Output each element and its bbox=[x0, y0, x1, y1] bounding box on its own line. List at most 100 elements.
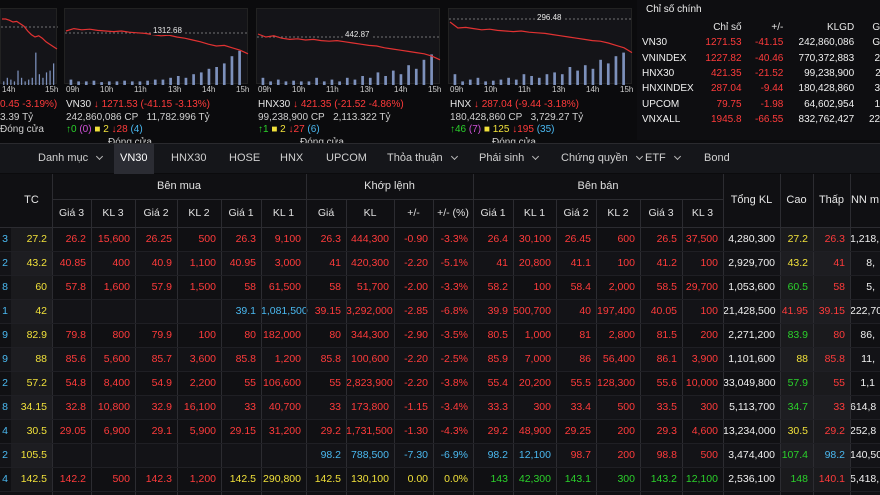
cell-k2 bbox=[177, 443, 221, 467]
table-row[interactable]: 9 82.9 79.8 800 79.9 100 80 182,000 80 344,300 -2.… bbox=[0, 323, 880, 347]
index-name: UPCOM bbox=[642, 98, 680, 110]
main-index-row[interactable]: VNXALL 1945.8 -66.55 832,762,427 22,46 bbox=[637, 112, 880, 127]
index-card-hnx[interactable]: 296.48 09h 10h 11h 13h 14h 15h HNX ↓ 287.04 (… bbox=[448, 2, 633, 148]
index-card[interactable]: 14h 15h 0.45 -3.19%) 3.39 Tỷ Đóng cửa bbox=[0, 2, 58, 138]
cell-tot: 33,049,800 bbox=[723, 377, 776, 389]
tab-label: HNX bbox=[280, 152, 304, 164]
cell-hi: 34.7 bbox=[780, 395, 813, 419]
index-value-traded: 22,46 bbox=[868, 113, 880, 125]
column-header[interactable]: Giá 1 bbox=[228, 207, 254, 219]
cell-k1: 9,100 bbox=[274, 233, 301, 245]
cell-k3: 6,900 bbox=[103, 425, 130, 437]
tab-vn30[interactable]: VN30 bbox=[114, 144, 154, 174]
tab-chung-quyen[interactable]: Chứng quyền bbox=[561, 144, 643, 174]
index-chart-svg bbox=[257, 33, 441, 85]
tab-etf[interactable]: ETF bbox=[645, 144, 681, 174]
column-header[interactable]: KL bbox=[363, 207, 377, 219]
time-tick-label: 14h bbox=[394, 85, 408, 94]
volume-bar bbox=[391, 70, 395, 85]
down-arrow-icon: ↓ bbox=[288, 124, 294, 135]
index-volume: 242,860,086 CP bbox=[66, 111, 139, 123]
index-card-vn30[interactable]: 1312.68 09h 10h 11h 13h 14h 15h VN30 ↓ 1271.5… bbox=[64, 2, 249, 148]
cell-tot: 21,428,500 bbox=[723, 305, 776, 317]
grid-line bbox=[0, 227, 880, 228]
main-indices-tab[interactable]: Chỉ số chính bbox=[646, 4, 702, 15]
main-index-row[interactable]: HNX30 421.35 -21.52 99,238,900 2,11 bbox=[637, 66, 880, 81]
index-chart[interactable]: 296.48 bbox=[448, 8, 633, 85]
cell-lo: 80 bbox=[813, 323, 850, 347]
column-header[interactable]: Thấp bbox=[818, 194, 845, 206]
table-row[interactable]: 8 60 57.8 1,600 57.9 1,500 58 61,500 58 51,700 -2.… bbox=[0, 275, 880, 299]
cell-b2: 29.1 bbox=[151, 425, 172, 437]
index-chart[interactable] bbox=[0, 8, 58, 85]
cell-b3: 54.8 bbox=[65, 377, 86, 389]
column-header[interactable]: KL 1 bbox=[523, 207, 546, 219]
grid-line bbox=[306, 174, 307, 495]
tab-hnx30[interactable]: HNX30 bbox=[171, 144, 206, 174]
cell-sk1: 30,100 bbox=[518, 233, 551, 245]
column-header[interactable]: Giá 1 bbox=[480, 207, 506, 219]
unchanged-icon: ■ bbox=[271, 124, 278, 135]
table-row[interactable]: 3 27.2 26.2 15,600 26.25 500 26.3 9,100 26.3 444,… bbox=[0, 227, 880, 251]
table-row[interactable]: 2 57.2 54.8 8,400 54.9 2,200 55 106,600 55 2,823,… bbox=[0, 371, 880, 395]
table-row[interactable]: 2 105.5 98.2 788,500 -7.30 -6.9% 98.2 12,100 98.… bbox=[0, 443, 880, 467]
column-header[interactable]: KL 2 bbox=[188, 207, 210, 219]
main-index-row[interactable]: UPCOM 79.75 -1.98 64,602,954 1,51 bbox=[637, 96, 880, 111]
cell-hi: 148 bbox=[780, 467, 813, 491]
table-row[interactable]: 2 43.2 40.85 400 40.9 1,100 40.95 3,000 41 420,30… bbox=[0, 251, 880, 275]
market-tabs: Danh mục VN30 HNX30 HOSE HNX UPCOM Thỏa … bbox=[0, 143, 880, 174]
cell-b1: 142.5 bbox=[229, 473, 256, 485]
index-change: 0.45 -3.19%) bbox=[0, 99, 58, 110]
column-header[interactable]: Giá bbox=[317, 207, 335, 219]
index-change: (-9.44 -3.18%) bbox=[515, 99, 579, 110]
main-index-row[interactable]: VNINDEX 1227.82 -40.46 770,372,883 20,6 bbox=[637, 51, 880, 66]
column-header[interactable]: KL 3 bbox=[691, 207, 714, 219]
table-row[interactable]: 4 142.5 142.2 500 142.3 1,200 142.5 290,800 142.… bbox=[0, 467, 880, 491]
index-chart[interactable]: 1312.68 bbox=[64, 8, 249, 85]
index-card-hnx30[interactable]: 442.87 09h 10h 11h 13h 14h 15h HNX30 ↓ 421.35… bbox=[256, 2, 441, 148]
tab-hnx[interactable]: HNX bbox=[280, 144, 303, 174]
tab-danh-muc[interactable]: Danh mục bbox=[38, 144, 104, 174]
column-header[interactable]: Tổng KL bbox=[730, 194, 773, 206]
column-header[interactable]: +/- (%) bbox=[437, 207, 469, 219]
cell-nn: 5,418, bbox=[850, 473, 880, 485]
price-line bbox=[257, 33, 441, 61]
column-header[interactable]: Cao bbox=[786, 194, 807, 206]
main-index-row[interactable]: HNXINDEX 287.04 -9.44 180,428,860 3,72 bbox=[637, 81, 880, 96]
main-index-row[interactable]: VN30 1271.53 -41.15 242,860,086 GTG bbox=[637, 35, 880, 50]
table-row[interactable]: 4 30.5 29.05 6,900 29.1 5,900 29.15 31,200 29.2 1… bbox=[0, 419, 880, 443]
column-header[interactable]: Giá 3 bbox=[58, 207, 85, 219]
column-header[interactable]: KL 3 bbox=[102, 207, 124, 219]
cell-nn: 614,8 bbox=[850, 401, 877, 413]
tab-bond[interactable]: Bond bbox=[704, 144, 730, 174]
index-volume: 99,238,900 bbox=[804, 68, 855, 80]
tab-hose[interactable]: HOSE bbox=[229, 144, 260, 174]
grid-line bbox=[0, 443, 880, 444]
cell-lo: 58 bbox=[813, 275, 850, 299]
table-row[interactable]: 1 42 39.1 1,081,500 39.15 3,292,000 -2.85 -6.8%… bbox=[0, 299, 880, 323]
column-header[interactable]: KL 1 bbox=[272, 207, 295, 219]
cell-b2 bbox=[135, 299, 177, 323]
column-header[interactable]: +/- bbox=[407, 207, 420, 219]
volume-bar bbox=[20, 77, 23, 85]
column-header[interactable]: NN m bbox=[850, 194, 880, 206]
group-header-buy: Bên mua bbox=[156, 180, 202, 192]
cell-k2: 1,500 bbox=[189, 281, 216, 293]
column-header[interactable]: Giá 2 bbox=[143, 207, 169, 219]
table-row[interactable]: 8 34.15 32.8 10,800 32.9 16,100 33 40,700 33 173,… bbox=[0, 395, 880, 419]
volume-bar bbox=[330, 79, 334, 85]
tab-thoa-thuan[interactable]: Thỏa thuận bbox=[387, 144, 458, 174]
cell-k2: 3,600 bbox=[189, 353, 216, 365]
table-row[interactable]: 9 88 85.6 5,600 85.7 3,600 85.8 1,200 85.8 100,60… bbox=[0, 347, 880, 371]
column-header[interactable]: Giá 3 bbox=[648, 207, 674, 219]
index-chart[interactable]: 442.87 bbox=[256, 8, 441, 85]
tab-phai-sinh[interactable]: Phái sinh bbox=[479, 144, 540, 174]
column-header[interactable]: TC bbox=[24, 194, 39, 206]
cell-v: 3,292,000 bbox=[346, 305, 393, 317]
column-header[interactable]: Giá 2 bbox=[563, 207, 589, 219]
cell-k2: 5,900 bbox=[189, 425, 216, 437]
cell-b1: 39.1 bbox=[235, 305, 256, 317]
tab-upcom[interactable]: UPCOM bbox=[326, 144, 367, 174]
column-header[interactable]: KL 2 bbox=[607, 207, 629, 219]
cell-sk3: 100 bbox=[700, 257, 718, 269]
